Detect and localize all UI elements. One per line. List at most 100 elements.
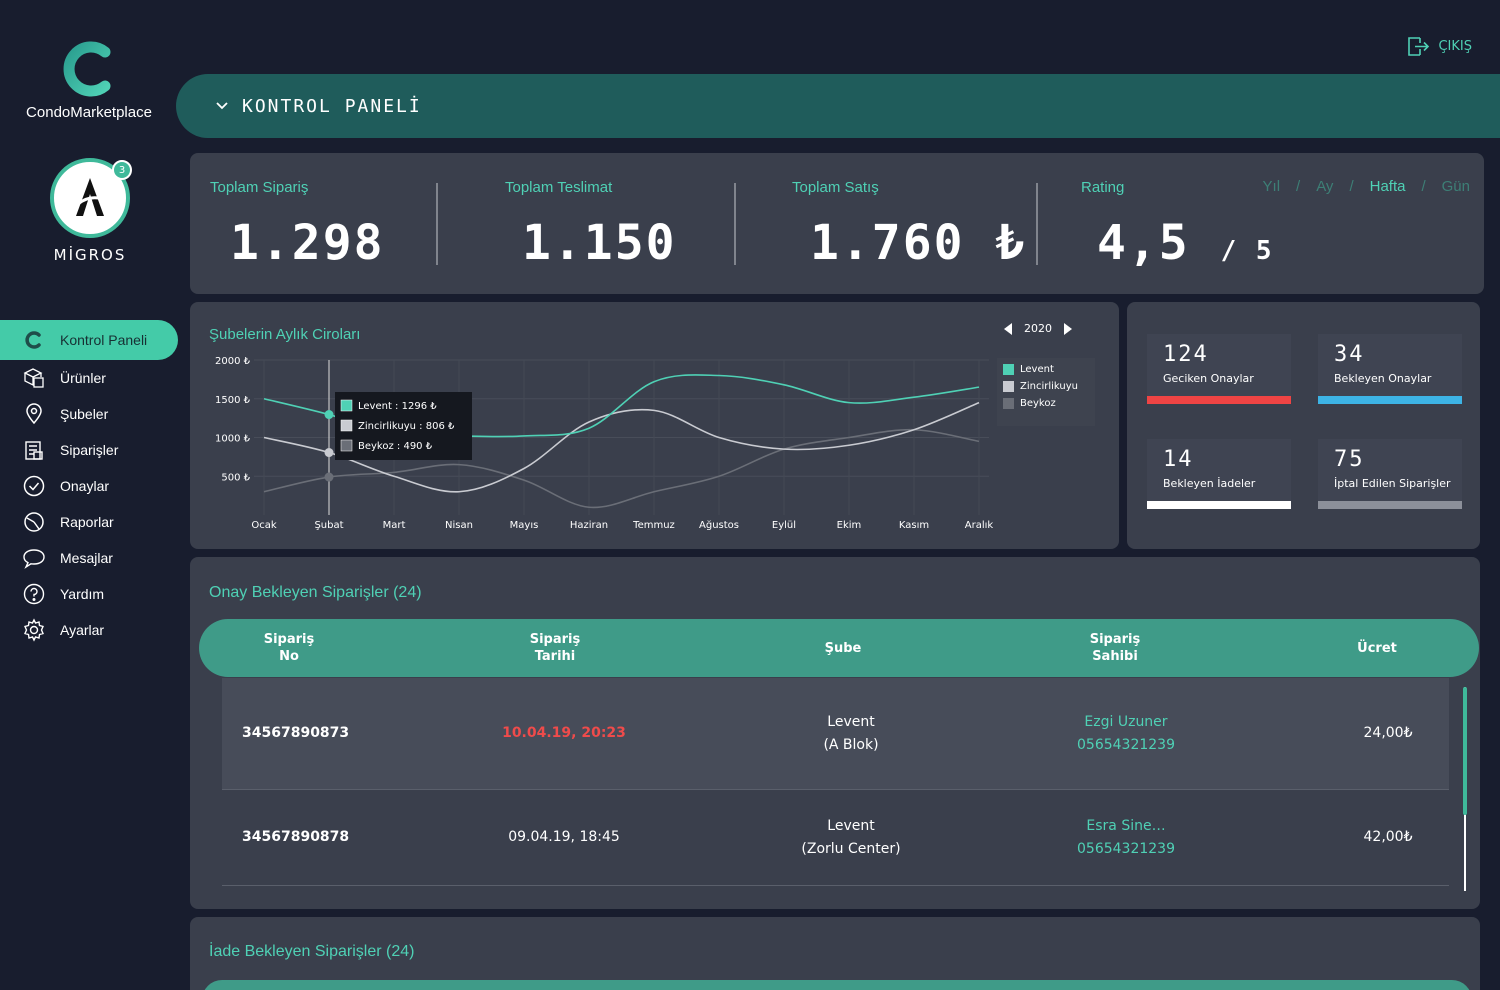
status-bar bbox=[1318, 396, 1462, 404]
section-title: İade Bekleyen Siparişler (24) bbox=[209, 943, 415, 960]
status-late-approvals[interactable]: 124 Geciken Onaylar bbox=[1147, 334, 1291, 404]
pending-orders-card: Onay Bekleyen Siparişler (24) Sipariş No … bbox=[190, 557, 1480, 909]
divider bbox=[734, 183, 736, 265]
hover-point-zincirlikuyu bbox=[324, 448, 334, 458]
legend-item-levent[interactable]: Levent bbox=[1003, 364, 1089, 375]
sidebar-item-label: Onaylar bbox=[60, 478, 110, 494]
table-row[interactable]: 34567890873 10.04.19, 20:23 Levent (A Bl… bbox=[222, 678, 1449, 790]
sidebar-item-onaylar[interactable]: Onaylar bbox=[0, 468, 178, 504]
sidebar-item-yardim[interactable]: Yardım bbox=[0, 576, 178, 612]
tooltip-swatch bbox=[340, 419, 353, 432]
store-profile[interactable]: 3 MİGROS bbox=[48, 158, 132, 264]
prev-year-arrow-icon[interactable] bbox=[1004, 322, 1012, 335]
status-value: 14 bbox=[1163, 447, 1194, 472]
condo-c-icon bbox=[22, 328, 46, 352]
tooltip-swatch bbox=[340, 399, 353, 412]
sidebar-item-subeler[interactable]: Şubeler bbox=[0, 396, 178, 432]
column-header-price[interactable]: Ücret bbox=[1357, 640, 1397, 656]
x-tick-label: Temmuz bbox=[632, 520, 675, 531]
y-tick-label: 1500 ₺ bbox=[215, 395, 251, 406]
sidebar-item-kontrol-paneli[interactable]: Kontrol Paneli bbox=[0, 320, 178, 360]
divider bbox=[1036, 183, 1038, 265]
owner-phone-link[interactable]: 05654321239 bbox=[1077, 840, 1175, 857]
sidebar-item-label: Ayarlar bbox=[60, 622, 105, 638]
section-title: Onay Bekleyen Siparişler (24) bbox=[209, 584, 422, 601]
year-label: 2020 bbox=[1024, 322, 1052, 335]
revenue-line-chart[interactable]: 500 ₺ 1000 ₺ 1500 ₺ 2000 ₺ Ocak Şubat Mart Nisa… bbox=[190, 302, 1119, 549]
status-label: Bekleyen İadeler bbox=[1163, 477, 1256, 490]
period-year[interactable]: Yıl bbox=[1262, 178, 1281, 195]
owner-phone-link[interactable]: 05654321239 bbox=[1077, 736, 1175, 753]
column-header-order-no[interactable]: Sipariş No bbox=[263, 632, 315, 664]
owner-name-link[interactable]: Ezgi Uzuner bbox=[1084, 713, 1168, 730]
revenue-chart-card: Şubelerin Aylık Ciroları 2020 500 ₺ 1000 … bbox=[190, 302, 1119, 549]
stats-card: Toplam Sipariş 1.298 Toplam Teslimat 1.1… bbox=[190, 153, 1484, 294]
order-date: 09.04.19, 18:45 bbox=[508, 829, 620, 845]
branch-sub: (A Blok) bbox=[823, 736, 879, 753]
status-value: 75 bbox=[1334, 447, 1365, 472]
chevron-down-icon[interactable] bbox=[216, 102, 228, 110]
table-header: Sipariş No Sipariş Tarihi Şube Sipariş Sahi… bbox=[199, 619, 1479, 677]
sidebar-item-siparisler[interactable]: Siparişler bbox=[0, 432, 178, 468]
x-tick-label: Aralık bbox=[965, 520, 994, 531]
x-tick-label: Mayıs bbox=[510, 520, 539, 531]
rating-suffix: / 5 bbox=[1220, 236, 1274, 266]
sidebar-item-urunler[interactable]: Ürünler bbox=[0, 360, 178, 396]
migros-logo-icon bbox=[76, 178, 107, 216]
order-owner: Esra Sine… 05654321239 bbox=[1046, 790, 1206, 885]
divider bbox=[436, 183, 438, 265]
legend-item-zincirlikuyu[interactable]: Zincirlikuyu bbox=[1003, 381, 1089, 392]
year-selector: 2020 bbox=[1004, 322, 1072, 335]
status-value: 34 bbox=[1334, 342, 1365, 367]
logout-icon bbox=[1408, 37, 1430, 56]
sidebar-item-label: Raporlar bbox=[60, 514, 114, 530]
hover-point-beykoz bbox=[324, 472, 334, 482]
tooltip-line: Zincirlikuyu : 806 ₺ bbox=[358, 421, 455, 432]
tooltip-swatch bbox=[340, 439, 353, 452]
order-price: 42,00₺ bbox=[1363, 829, 1413, 845]
legend-item-beykoz[interactable]: Beykoz bbox=[1003, 398, 1089, 409]
next-year-arrow-icon[interactable] bbox=[1064, 322, 1072, 335]
gear-icon bbox=[22, 618, 46, 642]
legend-label: Beykoz bbox=[1020, 398, 1056, 409]
order-branch: Levent (Zorlu Center) bbox=[771, 790, 931, 885]
x-tick-label: Şubat bbox=[314, 520, 343, 531]
chart-title: Şubelerin Aylık Ciroları bbox=[209, 326, 361, 343]
logout-button[interactable]: ÇIKIŞ bbox=[1406, 34, 1472, 58]
sidebar-item-ayarlar[interactable]: Ayarlar bbox=[0, 612, 178, 648]
sidebar-item-label: Yardım bbox=[60, 586, 105, 602]
location-pin-icon bbox=[22, 402, 46, 426]
period-day[interactable]: Gün bbox=[1441, 178, 1470, 195]
sidebar-item-label: Mesajlar bbox=[60, 550, 113, 566]
column-header-order-date[interactable]: Sipariş Tarihi bbox=[529, 632, 581, 664]
logout-label: ÇIKIŞ bbox=[1438, 38, 1472, 54]
status-pending-returns[interactable]: 14 Bekleyen İadeler bbox=[1147, 439, 1291, 509]
status-pending-approvals[interactable]: 34 Bekleyen Onaylar bbox=[1318, 334, 1462, 404]
chart-tooltip bbox=[335, 392, 472, 460]
brand-logo[interactable]: CondoMarketplace bbox=[0, 40, 178, 121]
sidebar-item-label: Ürünler bbox=[60, 370, 106, 386]
chart-legend: Levent Zincirlikuyu Beykoz bbox=[997, 358, 1095, 426]
scrollbar-thumb[interactable] bbox=[1463, 687, 1467, 815]
legend-label: Levent bbox=[1020, 364, 1054, 375]
order-no: 34567890878 bbox=[242, 829, 350, 845]
order-owner: Ezgi Uzuner 05654321239 bbox=[1046, 678, 1206, 789]
table-row[interactable]: 34567890878 09.04.19, 18:45 Levent (Zorl… bbox=[222, 790, 1449, 886]
column-header-owner[interactable]: Sipariş Sahibi bbox=[1089, 632, 1141, 664]
stat-label: Toplam Teslimat bbox=[505, 179, 613, 196]
sidebar-item-mesajlar[interactable]: Mesajlar bbox=[0, 540, 178, 576]
orders-icon bbox=[22, 438, 46, 462]
column-header-branch[interactable]: Şube bbox=[824, 640, 862, 656]
order-branch: Levent (A Blok) bbox=[771, 678, 931, 789]
y-tick-label: 500 ₺ bbox=[221, 472, 250, 483]
store-name: MİGROS bbox=[53, 246, 127, 264]
owner-name-link[interactable]: Esra Sine… bbox=[1086, 817, 1166, 834]
period-week[interactable]: Hafta bbox=[1369, 178, 1406, 195]
legend-label: Zincirlikuyu bbox=[1020, 381, 1078, 392]
store-avatar[interactable]: 3 bbox=[50, 158, 132, 238]
y-tick-label: 1000 ₺ bbox=[215, 434, 251, 445]
help-icon bbox=[22, 582, 46, 606]
status-cancelled-orders[interactable]: 75 İptal Edilen Siparişler bbox=[1318, 439, 1462, 509]
sidebar-item-raporlar[interactable]: Raporlar bbox=[0, 504, 178, 540]
period-month[interactable]: Ay bbox=[1316, 178, 1334, 195]
